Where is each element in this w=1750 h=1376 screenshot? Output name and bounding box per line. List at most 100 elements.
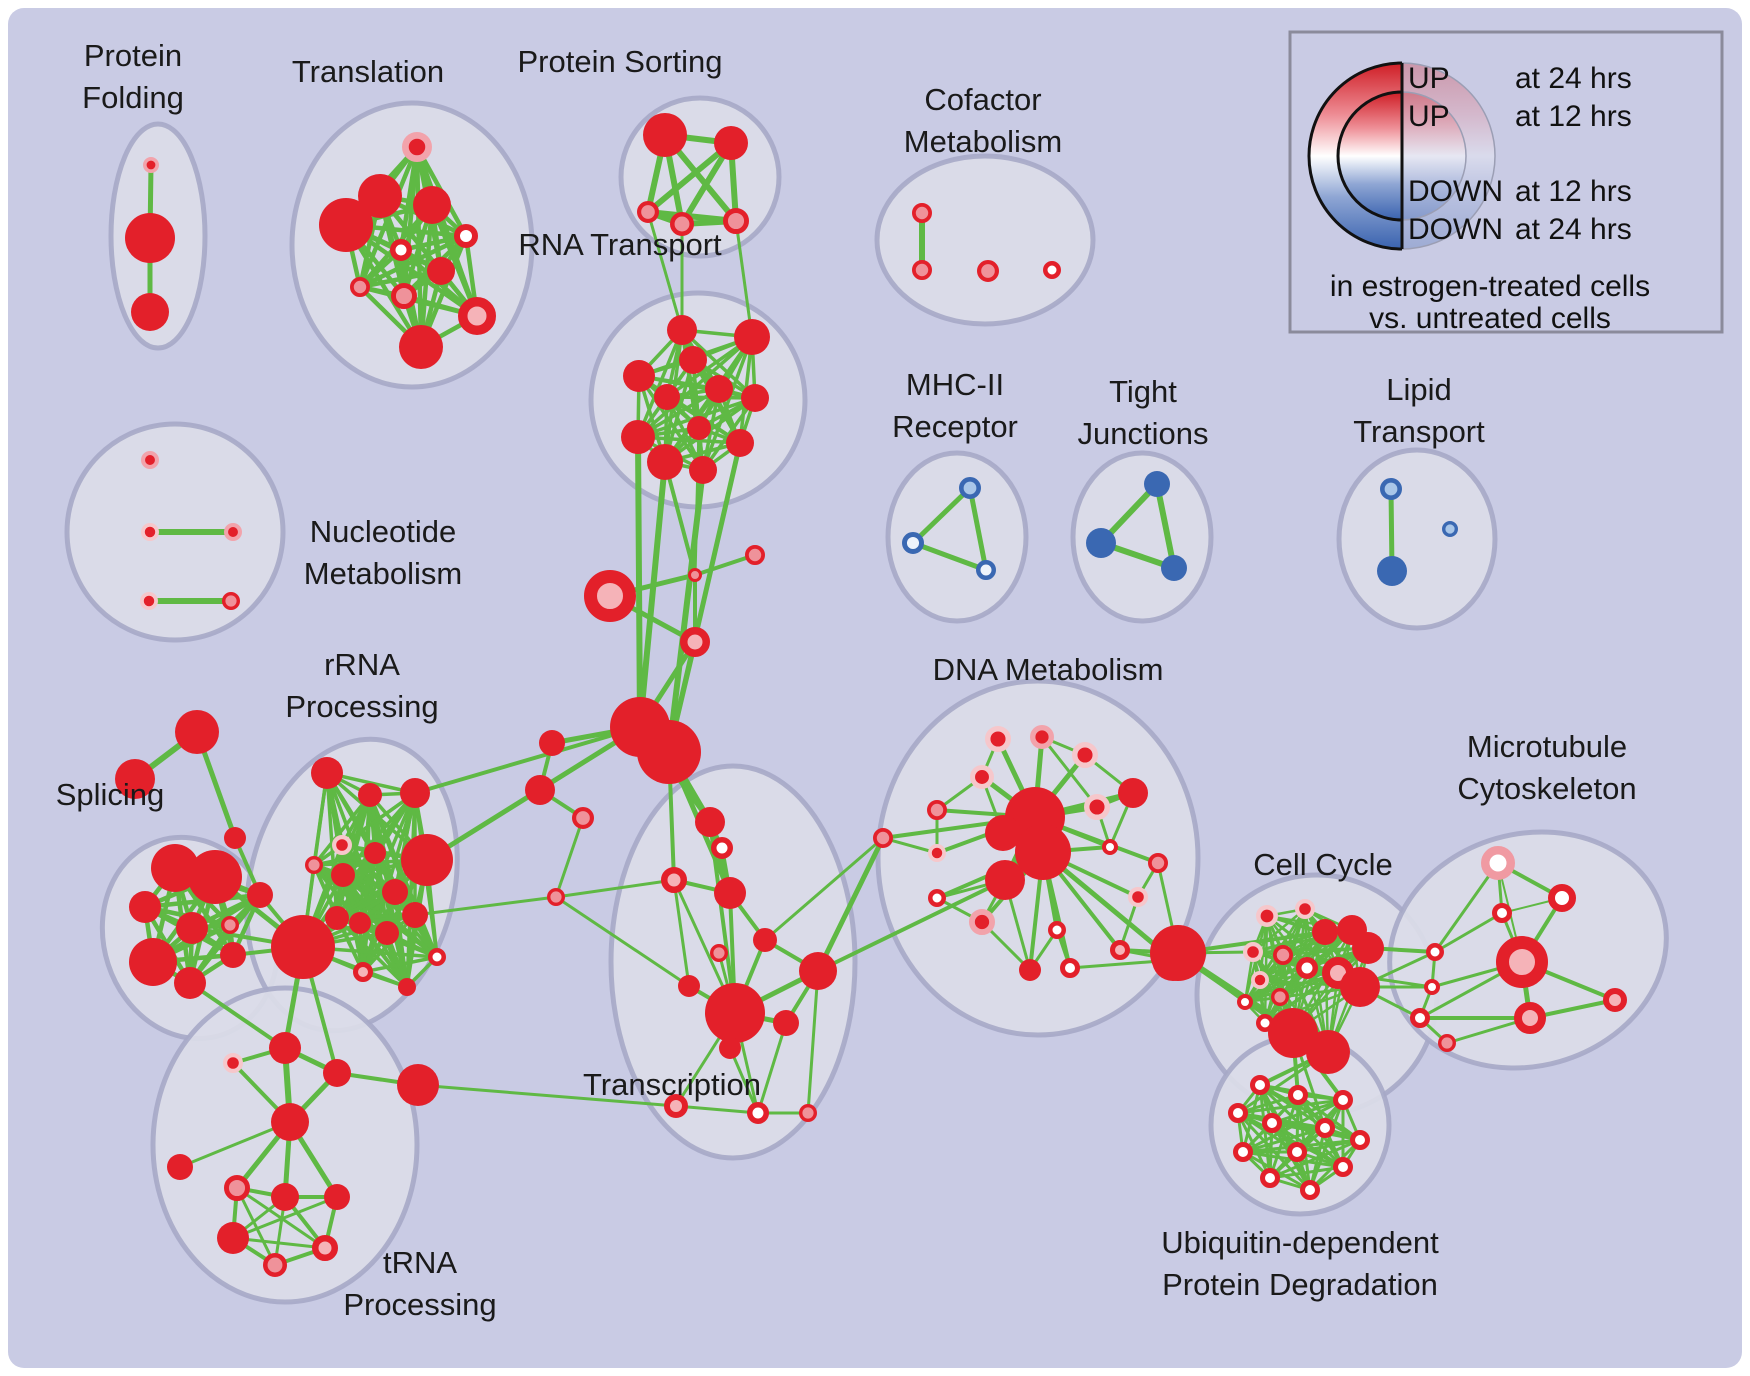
legend-time-label: at 12 hrs: [1515, 175, 1632, 208]
network-node: [1306, 1030, 1350, 1074]
network-node: [247, 882, 273, 908]
network-node: [131, 293, 169, 331]
network-node: [1150, 925, 1206, 981]
cluster-ellipse-trna-processing: [150, 985, 420, 1305]
network-node: [323, 1059, 351, 1087]
network-node: [680, 627, 710, 657]
legend-direction-label: DOWN: [1408, 175, 1503, 208]
legend-outer-arc: [1307, 61, 1403, 251]
network-edge: [636, 435, 742, 445]
network-node: [695, 807, 725, 837]
network-edge: [636, 328, 684, 439]
network-edge: [187, 892, 263, 986]
network-node: [458, 297, 496, 335]
network-node: [151, 844, 199, 892]
network-node: [391, 283, 418, 310]
network-edge: [554, 878, 676, 899]
network-node: [312, 1235, 338, 1261]
network-node: [398, 978, 416, 996]
cluster-label-protein-folding: Protein Folding: [82, 38, 184, 115]
network-node: [129, 938, 177, 986]
network-edge: [663, 460, 697, 577]
network-node: [688, 568, 702, 582]
network-node: [1492, 903, 1512, 923]
legend: UP at 24 hrs UP at 12 hrs DOWN at 12 hrs DOWN a…: [1288, 30, 1724, 335]
network-node: [129, 891, 161, 923]
network-node: [1110, 940, 1130, 960]
network-edge: [806, 969, 820, 1115]
network-node: [353, 962, 373, 982]
network-edge: [188, 981, 287, 1050]
network-node: [623, 360, 655, 392]
network-node: [188, 850, 242, 904]
network-node: [873, 828, 894, 849]
network-node: [401, 834, 453, 886]
cluster-label-rna-transport: RNA Transport: [518, 227, 722, 262]
cluster-label-lipid-transport: Lipid Transport: [1353, 372, 1485, 449]
network-node: [1268, 1008, 1318, 1058]
legend-time-label: at 24 hrs: [1515, 62, 1632, 95]
network-node: [1256, 904, 1279, 927]
network-node: [643, 113, 687, 157]
cluster-label-cell-cycle: Cell Cycle: [1253, 847, 1393, 882]
network-node: [1060, 958, 1080, 978]
network-node: [661, 867, 687, 893]
network-node: [319, 198, 373, 252]
network-node: [678, 975, 700, 997]
network-node: [539, 730, 565, 756]
network-node: [1514, 1002, 1546, 1034]
network-node: [413, 186, 451, 224]
network-node: [358, 174, 402, 218]
network-edge: [645, 140, 734, 215]
network-node: [271, 1103, 309, 1141]
cluster-label-cofactor-metabolism: Cofactor Metabolism: [904, 82, 1063, 159]
network-node: [1410, 1008, 1430, 1028]
network-node: [1380, 477, 1403, 500]
network-node: [221, 916, 240, 935]
network-node: [1333, 1157, 1353, 1177]
network-node: [1048, 921, 1066, 939]
network-edge: [1040, 735, 1099, 809]
network-node: [311, 757, 343, 789]
network-node: [1262, 1113, 1282, 1133]
network-node: [324, 1184, 350, 1210]
network-node: [1315, 1118, 1335, 1138]
network-node: [667, 315, 697, 345]
network-node: [364, 842, 386, 864]
network-node: [985, 815, 1021, 851]
legend-direction-label: UP: [1408, 62, 1450, 95]
network-edge: [231, 1195, 339, 1240]
network-node: [1144, 471, 1170, 497]
network-node: [1296, 957, 1318, 979]
network-node: [390, 239, 412, 261]
network-node: [167, 1154, 193, 1180]
network-node: [654, 384, 680, 410]
network-edge: [358, 921, 409, 989]
network-node: [705, 375, 733, 403]
network-node: [747, 1102, 769, 1124]
cluster-ellipse-mhc-ii-receptor: [885, 450, 1029, 624]
network-node: [1287, 1142, 1307, 1162]
network-node: [269, 1032, 301, 1064]
network-edge: [815, 835, 886, 974]
network-node: [358, 783, 382, 807]
network-node: [1437, 1033, 1456, 1052]
network-edge: [666, 440, 743, 755]
network-node: [1442, 520, 1459, 537]
network-edge: [312, 793, 372, 867]
network-node: [175, 710, 219, 754]
network-node: [710, 944, 729, 963]
network-edge: [680, 328, 757, 400]
network-node: [912, 259, 933, 280]
legend-footer-line: in estrogen-treated cells: [1330, 270, 1650, 303]
cluster-label-translation: Translation: [292, 54, 444, 89]
network-node: [572, 807, 595, 830]
network-edge: [1268, 1165, 1345, 1180]
network-node: [1071, 741, 1098, 768]
network-node: [176, 912, 208, 944]
network-node: [722, 208, 749, 235]
network-node: [525, 775, 555, 805]
network-node: [977, 259, 1000, 282]
network-node: [1496, 936, 1548, 988]
network-node: [799, 952, 837, 990]
